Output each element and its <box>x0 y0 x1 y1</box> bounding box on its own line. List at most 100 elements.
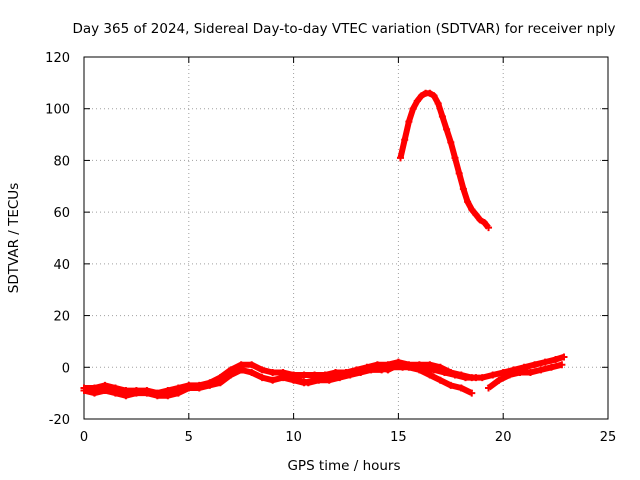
data-point <box>237 366 245 374</box>
data-point <box>315 376 323 384</box>
y-tick-label: 60 <box>53 206 70 221</box>
data-point <box>195 384 203 392</box>
data-point <box>468 389 476 397</box>
plot-frame <box>83 56 609 420</box>
data-point <box>300 371 308 379</box>
data-point <box>430 366 438 374</box>
data-point <box>430 92 438 100</box>
data-point <box>489 371 497 379</box>
data-point <box>476 216 484 224</box>
data-point <box>485 384 493 392</box>
data-point <box>436 376 444 384</box>
data-point <box>227 371 235 379</box>
data-point <box>336 374 344 382</box>
x-tick-label: 10 <box>285 430 302 445</box>
data-point <box>447 138 455 146</box>
data-point <box>451 371 459 379</box>
data-point <box>495 376 503 384</box>
data-point <box>441 368 449 376</box>
data-series <box>80 89 568 400</box>
data-point <box>480 218 488 226</box>
data-point <box>90 389 98 397</box>
data-point <box>206 381 214 389</box>
data-point <box>248 361 256 369</box>
data-point <box>401 136 409 144</box>
data-point <box>367 366 375 374</box>
data-point <box>269 368 277 376</box>
data-point <box>438 112 446 120</box>
data-point <box>420 366 428 374</box>
data-point <box>457 384 465 392</box>
data-point <box>164 392 172 400</box>
axis-ticks: 0 5 10 15 20 25 -20 0 20 40 60 80 100 120 <box>45 51 616 445</box>
data-point <box>216 379 224 387</box>
x-tick-label: 5 <box>185 430 193 445</box>
data-point <box>304 379 312 387</box>
data-point <box>541 358 549 366</box>
grid-lines <box>84 57 608 419</box>
data-point <box>346 371 354 379</box>
data-point <box>472 211 480 219</box>
data-point <box>560 353 568 361</box>
data-point <box>143 389 151 397</box>
data-point <box>409 363 417 371</box>
y-tick-label: 100 <box>45 103 70 118</box>
data-point <box>101 387 109 395</box>
data-point <box>417 92 425 100</box>
data-point <box>447 381 455 389</box>
data-point <box>468 206 476 214</box>
series-line-satellite-track-arc-high <box>397 90 491 230</box>
data-point <box>399 363 407 371</box>
data-point <box>464 198 472 206</box>
data-point <box>122 392 130 400</box>
data-point <box>378 366 386 374</box>
data-point <box>269 376 277 384</box>
x-tick-label: 20 <box>495 430 512 445</box>
data-point <box>132 389 140 397</box>
y-tick-label: 40 <box>53 258 70 273</box>
data-point <box>526 368 534 376</box>
data-point <box>294 376 302 384</box>
data-point <box>248 368 256 376</box>
data-point <box>443 125 451 133</box>
data-point <box>111 389 119 397</box>
data-point <box>413 97 421 105</box>
data-point <box>455 169 463 177</box>
data-point <box>396 154 404 162</box>
data-point <box>405 118 413 126</box>
data-point <box>478 374 486 382</box>
data-point <box>472 374 480 382</box>
y-tick-label: 20 <box>53 310 70 325</box>
data-point <box>505 371 513 379</box>
data-point <box>80 387 88 395</box>
data-point <box>531 361 539 369</box>
data-point <box>258 366 266 374</box>
x-tick-label: 0 <box>80 430 88 445</box>
data-point <box>459 185 467 193</box>
y-tick-label: 80 <box>53 154 70 169</box>
data-point <box>153 392 161 400</box>
y-tick-label: 0 <box>62 361 70 376</box>
x-tick-label: 15 <box>390 430 407 445</box>
data-point <box>558 361 566 369</box>
x-tick-label: 25 <box>600 430 617 445</box>
data-point <box>461 374 469 382</box>
data-point <box>485 224 493 232</box>
data-point <box>185 384 193 392</box>
data-point <box>325 376 333 384</box>
data-point <box>537 366 545 374</box>
data-point <box>516 368 524 376</box>
y-axis-label: SDTVAR / TECUs <box>6 183 22 293</box>
data-point <box>409 105 417 113</box>
data-point <box>547 363 555 371</box>
data-point <box>357 368 365 376</box>
data-point <box>258 374 266 382</box>
data-point <box>426 89 434 97</box>
data-point <box>434 100 442 108</box>
y-tick-label: 120 <box>45 51 70 66</box>
chart-title: Day 365 of 2024, Sidereal Day-to-day VTE… <box>72 21 615 37</box>
y-tick-label: -20 <box>49 413 70 428</box>
data-point <box>279 374 287 382</box>
data-point <box>388 363 396 371</box>
